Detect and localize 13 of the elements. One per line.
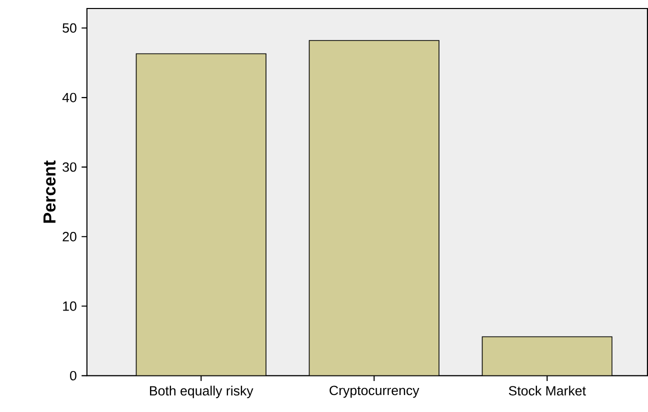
y-tick-label: 20 <box>62 232 76 242</box>
x-tick-label: Cryptocurrency <box>330 386 420 398</box>
y-tick-label: 10 <box>63 302 76 312</box>
bar <box>308 40 440 376</box>
y-tick-label: 50 <box>62 23 76 33</box>
y-axis-title: Percent <box>44 160 56 223</box>
y-tick-label: 30 <box>62 162 76 172</box>
y-tick-label: 40 <box>62 92 76 102</box>
x-tick-label: Stock Market <box>508 386 586 396</box>
bar <box>136 53 266 376</box>
x-tick-label: Both equally risky <box>150 386 254 398</box>
bar <box>482 336 612 376</box>
y-tick-label: 0 <box>70 371 76 381</box>
